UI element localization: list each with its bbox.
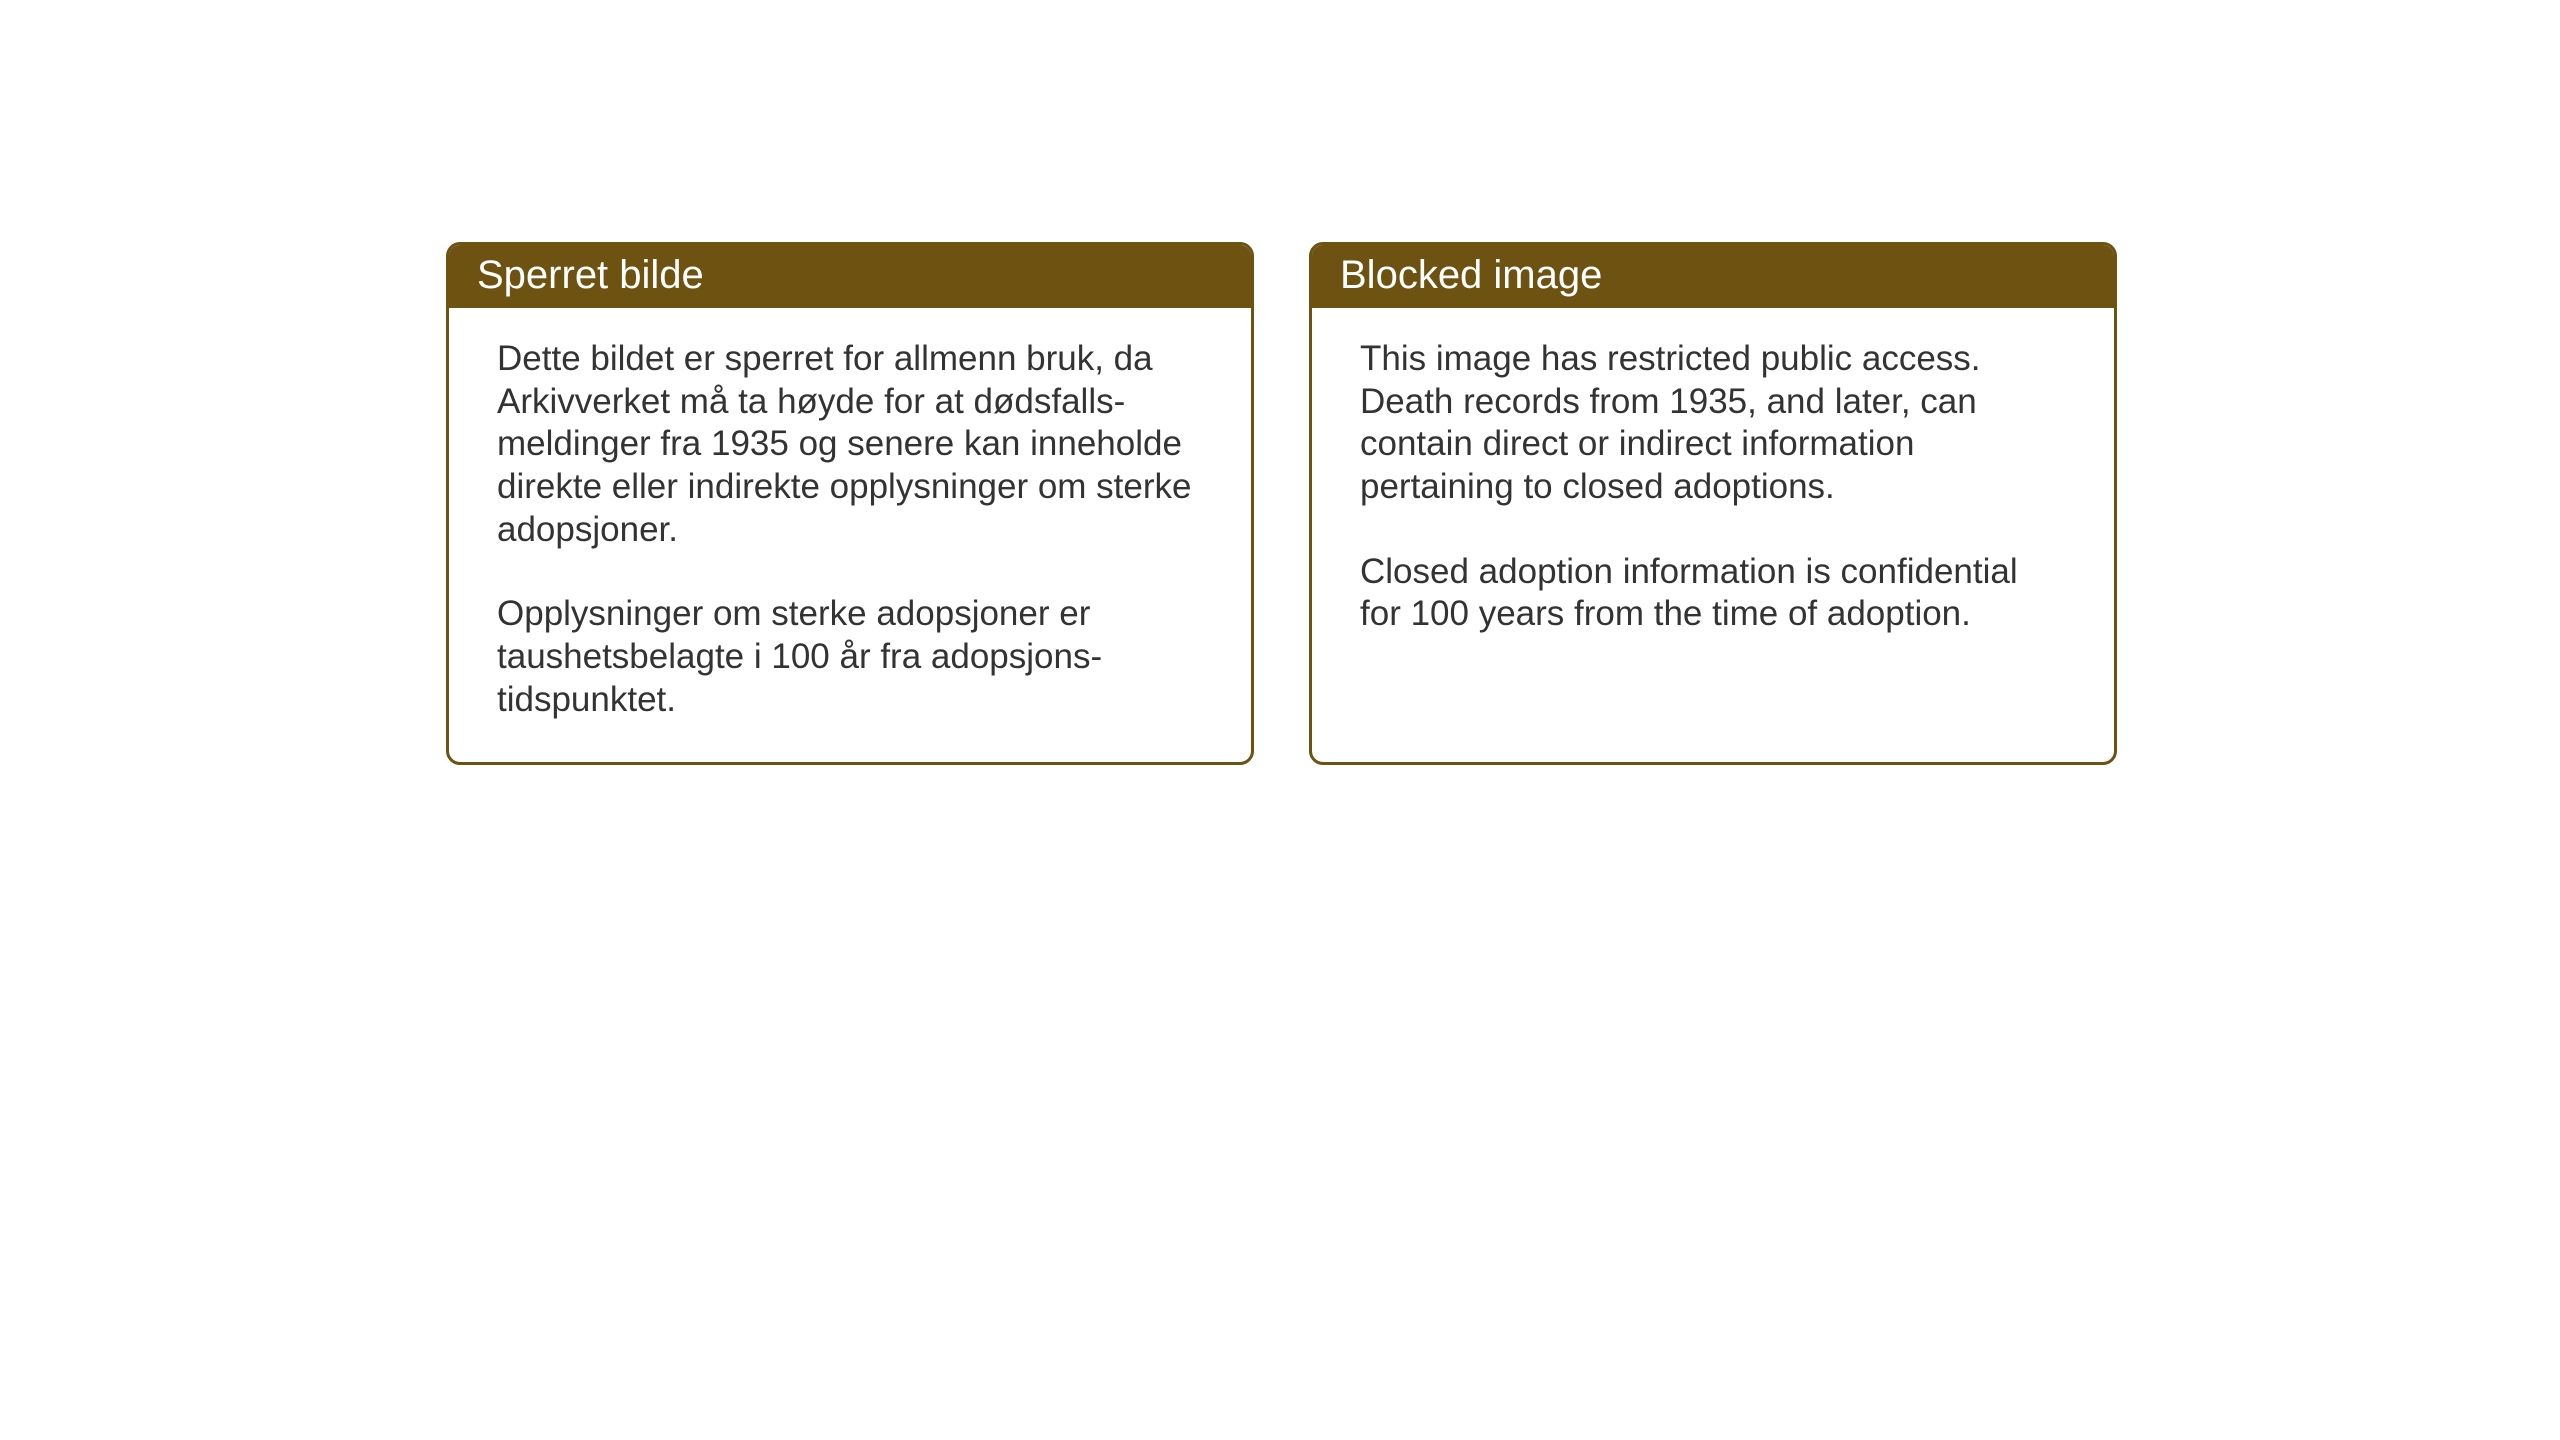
norwegian-card-header: Sperret bilde (449, 245, 1251, 308)
notice-container: Sperret bilde Dette bildet er sperret fo… (446, 242, 2117, 765)
norwegian-card-title: Sperret bilde (477, 253, 704, 297)
english-card-title: Blocked image (1340, 253, 1602, 297)
norwegian-card-body: Dette bildet er sperret for allmenn bruk… (449, 308, 1251, 762)
norwegian-paragraph-1: Dette bildet er sperret for allmenn bruk… (497, 338, 1203, 551)
english-card-header: Blocked image (1312, 245, 2114, 308)
english-notice-card: Blocked image This image has restricted … (1309, 242, 2117, 765)
english-paragraph-2: Closed adoption information is confident… (1360, 551, 2066, 636)
english-card-body: This image has restricted public access.… (1312, 308, 2114, 676)
english-paragraph-1: This image has restricted public access.… (1360, 338, 2066, 509)
norwegian-notice-card: Sperret bilde Dette bildet er sperret fo… (446, 242, 1254, 765)
norwegian-paragraph-2: Opplysninger om sterke adopsjoner er tau… (497, 593, 1203, 721)
